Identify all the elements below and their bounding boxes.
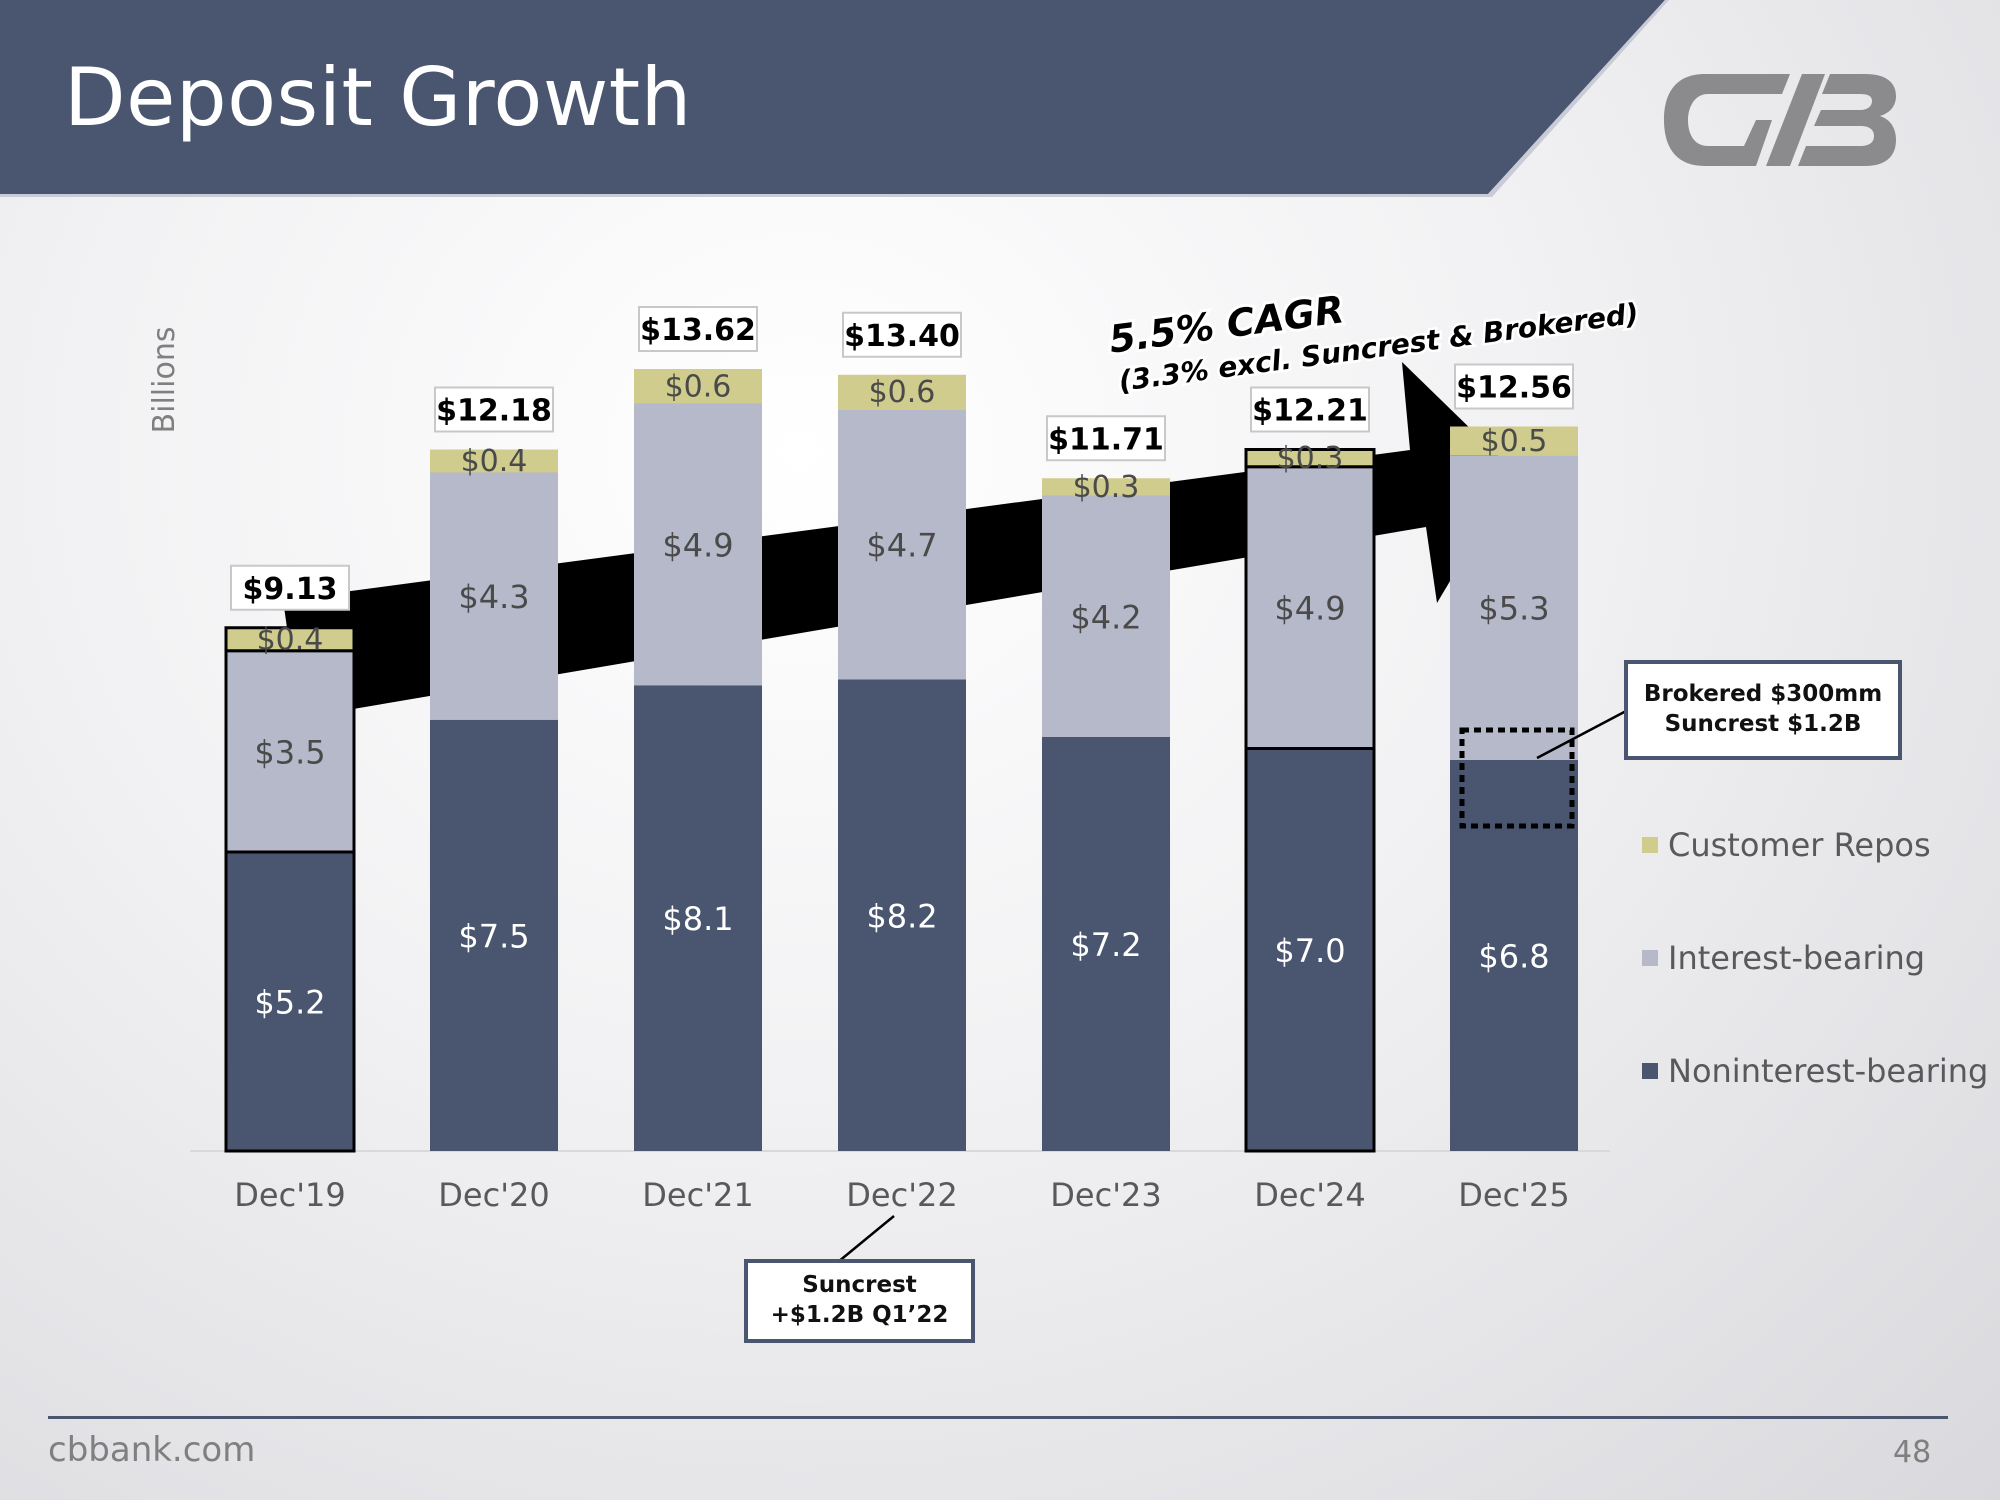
bar-noninterest-bearing-dec-23 [1042,737,1170,1151]
total-label-dec-19: $9.13 [243,572,338,607]
bar-customer-repos-dec-19 [224,626,356,653]
bar-customer-repos-dec-22 [838,374,966,410]
brokered-suncrest-highlight [1459,727,1575,829]
y-axis-label: Billions [147,327,182,434]
suncrest-acquisition-note: Suncrest +$1.2B Q1’22 [744,1259,975,1343]
x-tick-dec-24: Dec'24 [1254,1176,1365,1214]
suncrest-note-line2: +$1.2B Q1’22 [770,1302,949,1328]
total-box-dec-22 [842,311,962,358]
label-interest-bearing-dec-21: $4.9 [662,526,733,564]
bar-interest-bearing-dec-20 [430,472,558,720]
bar-interest-bearing-dec-25 [1450,455,1578,760]
total-box-dec-19 [230,564,350,611]
x-tick-dec-23: Dec'23 [1050,1176,1161,1214]
legend-swatch-customer-repos [1642,837,1658,853]
label-customer-repos-dec-19: $0.4 [257,622,324,657]
header-band-shape [0,0,1665,194]
page-title: Deposit Growth [64,51,692,144]
label-interest-bearing-dec-24: $4.9 [1274,590,1345,628]
brokered-note-connector [1536,708,1629,760]
page-number: 48 [1893,1435,1932,1470]
total-label-dec-24: $12.21 [1252,394,1368,429]
brokered-note-line1: Brokered $300mm [1643,681,1883,708]
legend-label-interest-bearing: Interest-bearing [1668,939,1926,977]
footer-rule [48,1416,1948,1419]
footer-url[interactable]: cbbank.com [48,1430,256,1470]
label-noninterest-bearing-dec-25: $6.8 [1478,938,1549,976]
legend-item-customer-repos: Customer Repos [1642,826,1931,864]
bar-interest-bearing-dec-24 [1244,465,1376,750]
label-interest-bearing-dec-23: $4.2 [1070,598,1141,636]
brokered-suncrest-note: Brokered $300mm Suncrest $1.2B [1624,660,1902,760]
bar-interest-bearing-dec-23 [1042,495,1170,737]
bar-customer-repos-dec-20 [430,449,558,473]
bar-customer-repos-dec-21 [634,369,762,404]
label-customer-repos-dec-23: $0.3 [1073,470,1140,505]
label-noninterest-bearing-dec-20: $7.5 [458,917,529,955]
x-tick-labels-layer: Dec'19 Dec'20 Dec'21 Dec'22 Dec'23 Dec'24 Dec'… [234,1176,1569,1214]
label-customer-repos-dec-25: $0.5 [1481,424,1548,459]
label-interest-bearing-dec-20: $4.3 [458,578,529,616]
brokered-note-line2: Suncrest $1.2B [1664,711,1862,737]
bar-customer-repos-dec-23 [1042,478,1170,496]
bars-layer [224,369,1578,1153]
total-box-dec-20 [434,386,554,433]
x-tick-dec-22: Dec'22 [846,1176,957,1214]
label-noninterest-bearing-dec-24: $7.0 [1274,932,1345,970]
legend-item-interest-bearing: Interest-bearing [1642,939,1925,977]
label-interest-bearing-dec-25: $5.3 [1478,590,1549,628]
x-tick-dec-19: Dec'19 [234,1176,345,1214]
total-label-dec-22: $13.40 [844,319,960,354]
x-tick-dec-20: Dec'20 [438,1176,549,1214]
label-interest-bearing-dec-22: $4.7 [866,526,937,564]
bar-noninterest-bearing-dec-21 [634,685,762,1151]
bar-interest-bearing-dec-19 [224,649,356,854]
bar-noninterest-bearing-dec-20 [430,719,558,1151]
label-customer-repos-dec-22: $0.6 [869,375,936,410]
cvb-logo [1664,74,1896,166]
total-label-dec-20: $12.18 [436,394,552,429]
header-band [0,0,1669,197]
x-tick-dec-21: Dec'21 [642,1176,753,1214]
label-customer-repos-dec-20: $0.4 [461,444,528,479]
label-noninterest-bearing-dec-23: $7.2 [1070,926,1141,964]
total-box-dec-23 [1046,415,1166,462]
label-noninterest-bearing-dec-19: $5.2 [254,984,325,1022]
suncrest-note-line1: Suncrest [802,1272,917,1299]
bar-customer-repos-dec-25 [1450,426,1578,456]
total-box-dec-24 [1250,386,1370,433]
bar-customer-repos-dec-24 [1244,448,1376,469]
legend-item-noninterest-bearing: Noninterest-bearing [1642,1052,1988,1090]
label-noninterest-bearing-dec-22: $8.2 [866,897,937,935]
bar-interest-bearing-dec-21 [634,403,762,686]
bar-noninterest-bearing-dec-19 [224,850,356,1153]
total-label-dec-23: $11.71 [1048,422,1164,457]
legend-label-noninterest-bearing: Noninterest-bearing [1668,1052,1989,1090]
total-label-dec-21: $13.62 [640,313,756,348]
bar-noninterest-bearing-dec-24 [1244,747,1376,1153]
total-box-dec-21 [638,306,758,352]
label-noninterest-bearing-dec-21: $8.1 [662,900,733,938]
label-interest-bearing-dec-19: $3.5 [254,733,325,771]
label-customer-repos-dec-21: $0.6 [665,369,732,404]
legend-swatch-noninterest-bearing [1642,1063,1658,1079]
bar-noninterest-bearing-dec-22 [838,679,966,1151]
total-box-dec-25 [1454,363,1574,410]
total-labels-layer: $9.13 $12.18 $13.62 $13.40 $11.71 $12.21 $12.5… [230,306,1574,611]
suncrest-note-connector [837,1215,895,1263]
segment-labels-layer: $5.2 $3.5 $0.4 $7.5 $4.3 $0.4 $8.1 $4.9 $0.6 $8.2… [254,369,1549,1021]
label-customer-repos-dec-24: $0.3 [1277,441,1344,476]
legend-label-customer-repos: Customer Repos [1668,826,1931,864]
x-tick-dec-25: Dec'25 [1458,1176,1569,1214]
bar-interest-bearing-dec-22 [838,409,966,680]
total-label-dec-25: $12.56 [1456,371,1572,406]
legend-swatch-interest-bearing [1642,950,1658,966]
